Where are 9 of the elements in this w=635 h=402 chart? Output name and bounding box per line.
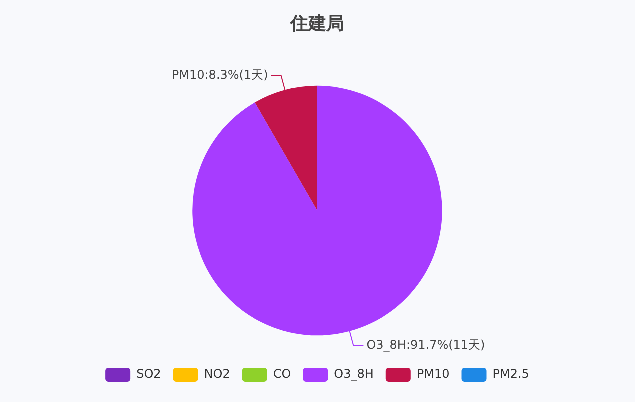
legend-label: CO xyxy=(273,367,292,382)
legend-label: O3_8H xyxy=(334,367,374,382)
legend-label: PM10 xyxy=(416,367,450,382)
chart-title: 住建局 xyxy=(290,13,344,34)
legend-label: PM2.5 xyxy=(492,367,530,382)
legend-label: SO2 xyxy=(136,367,162,382)
data-label: PM10:8.3%(1天) xyxy=(172,68,268,82)
legend-label: NO2 xyxy=(204,367,230,382)
data-label: O3_8H:91.7%(11天) xyxy=(366,338,486,352)
